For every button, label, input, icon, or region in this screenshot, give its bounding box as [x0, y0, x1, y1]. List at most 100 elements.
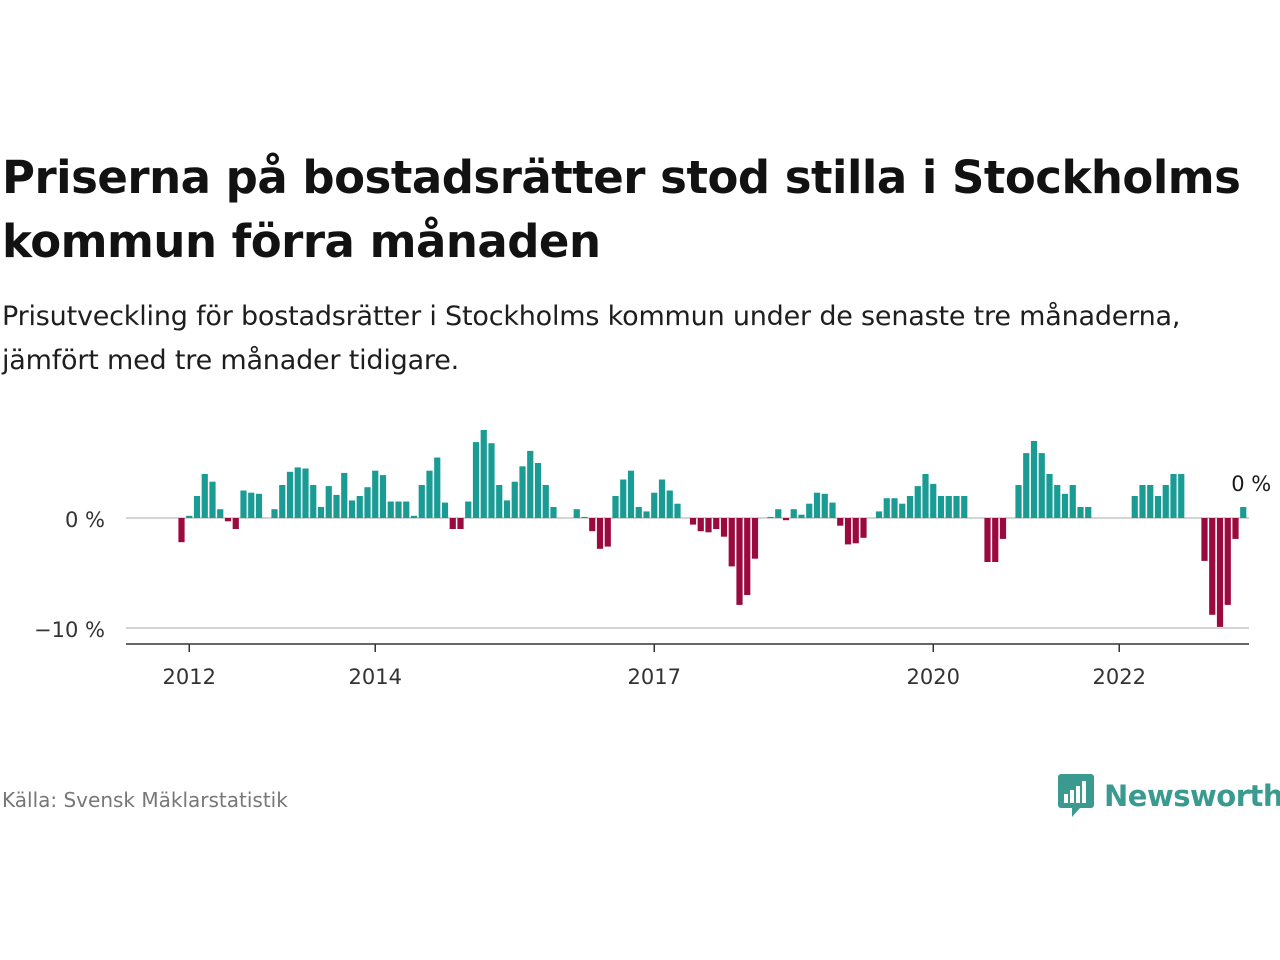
bar — [325, 486, 332, 518]
bar — [992, 518, 999, 562]
bar — [550, 507, 557, 518]
bar — [829, 502, 836, 518]
bar — [620, 479, 627, 518]
bar — [705, 518, 712, 533]
newsworthy-logo-icon — [1058, 774, 1094, 817]
bar — [271, 509, 278, 518]
bar — [317, 507, 325, 518]
bar — [286, 471, 294, 518]
bar — [922, 474, 929, 518]
bar — [806, 503, 813, 518]
bar — [348, 500, 356, 518]
bar — [434, 457, 441, 518]
bar — [472, 442, 480, 518]
bar — [1209, 518, 1216, 615]
bar — [945, 496, 952, 518]
bar — [1030, 441, 1038, 518]
bar — [441, 502, 449, 518]
bar — [596, 518, 604, 549]
bar — [302, 468, 309, 518]
bar — [999, 518, 1007, 539]
bar — [1178, 474, 1185, 518]
bar — [906, 496, 914, 518]
bar — [480, 430, 487, 518]
bar — [658, 479, 666, 518]
bar — [519, 466, 526, 518]
bar — [1085, 507, 1092, 518]
bar — [527, 450, 534, 518]
bar — [744, 518, 751, 595]
bar — [751, 518, 759, 559]
chart-subtitle: Prisutveckling för bostadsrätter i Stock… — [2, 301, 1181, 376]
bar — [333, 494, 340, 518]
bar — [581, 516, 588, 518]
bar — [899, 503, 906, 518]
bar — [604, 518, 611, 547]
bar — [418, 485, 425, 518]
bar — [736, 518, 743, 605]
bar — [720, 518, 728, 537]
bar — [860, 518, 867, 538]
bar — [635, 507, 642, 518]
bar — [852, 518, 859, 544]
bar — [790, 509, 797, 518]
x-tick-label: 2020 — [907, 665, 960, 689]
bar — [403, 501, 410, 518]
bar — [798, 514, 805, 518]
newsworthy-logo-text: Newsworthy — [1104, 779, 1280, 813]
bar — [1201, 518, 1208, 561]
bar — [689, 518, 697, 525]
bar — [782, 518, 790, 521]
bar — [294, 467, 301, 518]
bar — [511, 481, 518, 518]
bar — [1147, 485, 1154, 518]
bar — [1038, 453, 1045, 518]
bar — [364, 487, 371, 518]
bar — [666, 490, 673, 518]
bar — [457, 518, 464, 529]
bar — [875, 511, 883, 518]
bar — [651, 492, 658, 518]
bar — [209, 481, 216, 518]
bar — [410, 515, 418, 518]
bar-chart: 0 % −10 % 2012 2014 2017 2020 2022 0 % — [34, 430, 1271, 689]
bar — [310, 485, 317, 518]
bar — [1023, 453, 1030, 518]
source-note: Källa: Svensk Mäklarstatistik — [2, 788, 288, 812]
bar — [372, 470, 379, 518]
bar — [891, 498, 898, 518]
bar — [728, 518, 735, 567]
bar — [914, 486, 921, 518]
bar — [178, 518, 185, 543]
bar — [1069, 485, 1076, 518]
bar — [379, 475, 387, 518]
bar — [1054, 485, 1061, 518]
bar — [589, 518, 596, 532]
bar — [937, 496, 945, 518]
bar — [767, 516, 774, 518]
y-tick-label: 0 % — [65, 508, 105, 532]
bar — [341, 472, 348, 518]
bar — [1232, 518, 1239, 539]
bar — [821, 493, 828, 518]
x-tick-label: 2017 — [628, 665, 681, 689]
bar — [612, 496, 619, 518]
bar — [961, 496, 968, 518]
bar — [248, 492, 255, 518]
bar — [279, 485, 286, 518]
bar — [503, 500, 511, 518]
bar — [1061, 493, 1069, 518]
bar — [573, 509, 580, 518]
bar — [984, 518, 991, 562]
bar — [775, 509, 782, 518]
bar — [240, 490, 247, 518]
bar — [1046, 474, 1053, 518]
newsworthy-logo: Newsworthy — [1058, 774, 1280, 818]
bar — [813, 492, 821, 518]
bar — [496, 485, 503, 518]
chart-title: Priserna på bostadsrätter stod stilla i … — [2, 151, 1241, 268]
bar — [201, 474, 208, 518]
bar — [713, 518, 720, 529]
x-tick-label: 2014 — [349, 665, 402, 689]
bar — [930, 483, 937, 518]
